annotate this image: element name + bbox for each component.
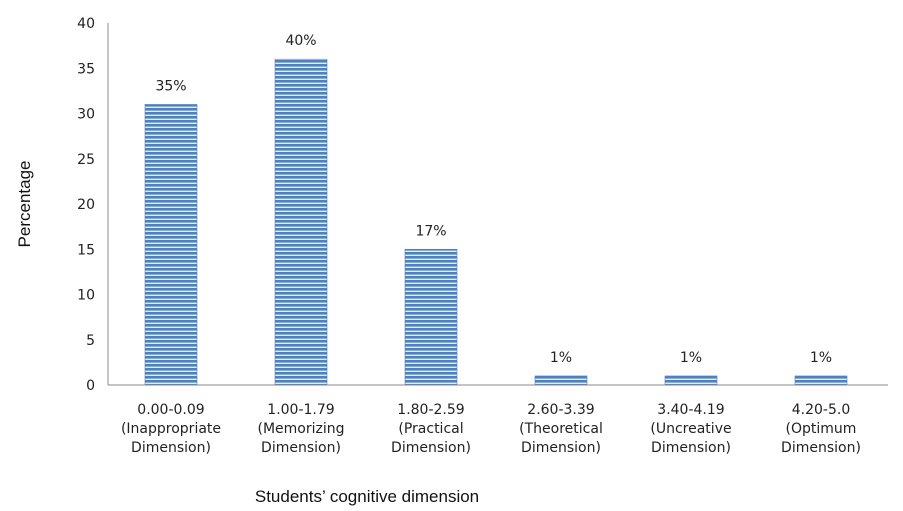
bar xyxy=(404,248,458,386)
x-category-label: 4.20-5.0 (Optimum Dimension) xyxy=(781,402,861,456)
y-axis-ticks: 0 5 10 15 20 25 30 35 40 xyxy=(77,16,95,394)
bars xyxy=(144,58,848,386)
x-axis-categories: 0.00-0.09 (Inappropriate Dimension) 1.00-1.… xyxy=(121,402,861,456)
bar-data-label: 40% xyxy=(285,33,316,49)
bar xyxy=(664,375,718,386)
y-tick-label: 0 xyxy=(86,378,95,394)
y-tick-label: 30 xyxy=(77,107,95,123)
y-tick-label: 40 xyxy=(77,16,95,32)
x-axis-title: Students’ cognitive dimension xyxy=(255,487,479,506)
bar-data-label: 1% xyxy=(810,350,832,366)
bar-data-label: 1% xyxy=(550,350,572,366)
x-category-label: 2.60-3.39 (Theoretical Dimension) xyxy=(519,402,603,456)
x-category-label: 0.00-0.09 (Inappropriate Dimension) xyxy=(121,402,221,456)
bar-data-label: 35% xyxy=(155,78,186,94)
y-tick-label: 25 xyxy=(77,152,95,168)
bar xyxy=(794,375,848,386)
bar-data-label: 1% xyxy=(680,350,702,366)
x-category-label: 3.40-4.19 (Uncreative Dimension) xyxy=(650,402,731,456)
y-axis-title: Percentage xyxy=(15,161,34,248)
y-tick-label: 35 xyxy=(77,61,95,77)
data-labels: 35% 40% 17% 1% 1% 1% xyxy=(155,33,832,366)
x-category-label: 1.80-2.59 (Practical Dimension) xyxy=(391,402,471,456)
bar xyxy=(274,58,328,386)
bar xyxy=(144,104,198,386)
x-category-label: 1.00-1.79 (Memorizing Dimension) xyxy=(257,402,344,456)
bar xyxy=(534,375,588,386)
y-tick-label: 20 xyxy=(77,197,95,213)
y-tick-label: 10 xyxy=(77,288,95,304)
y-tick-label: 15 xyxy=(77,242,95,258)
bar-data-label: 17% xyxy=(415,223,446,239)
y-tick-label: 5 xyxy=(86,333,95,349)
